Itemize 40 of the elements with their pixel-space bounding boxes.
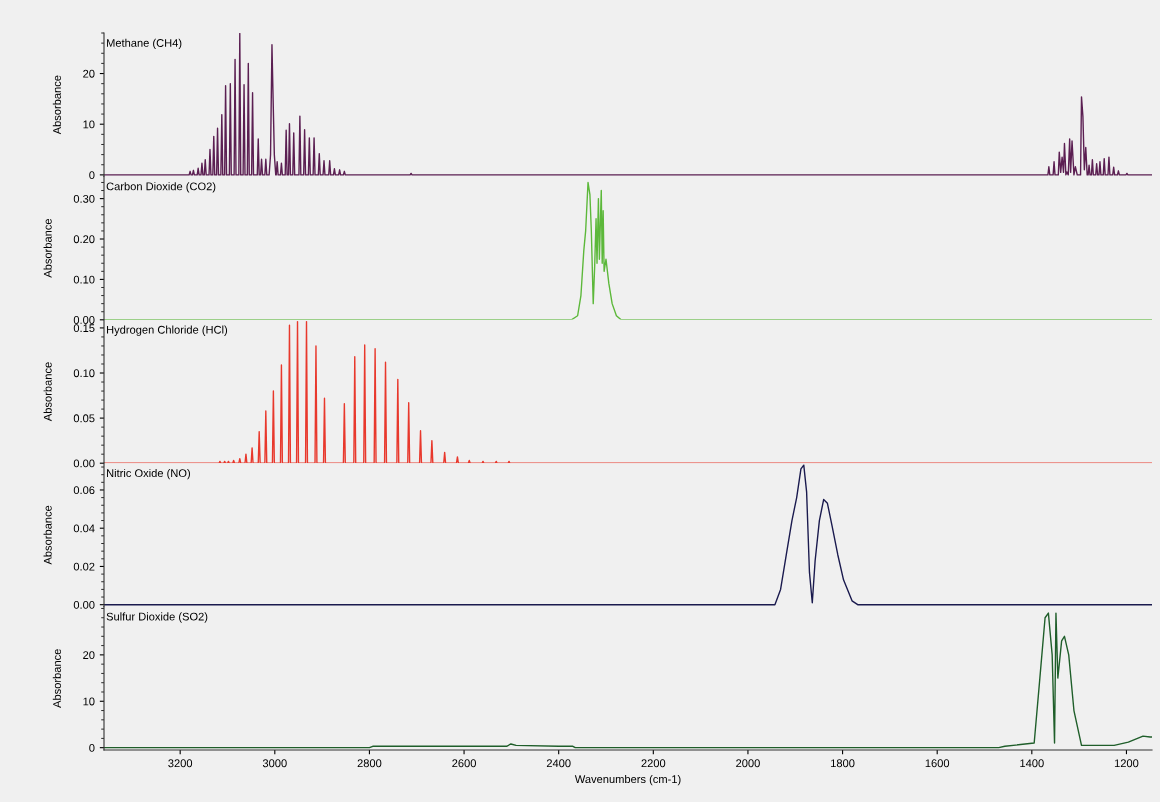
y-tick-label: 20 <box>83 651 95 659</box>
y-axis-title: Absorbance <box>43 362 52 422</box>
y-tick-label: 0.10 <box>73 275 95 284</box>
x-tick-label: 2000 <box>736 759 760 768</box>
y-axis-title: Absorbance <box>52 649 61 708</box>
y-tick-label: 0.00 <box>73 600 95 609</box>
chart-title: Carbon Dioxide (CO2) <box>106 182 216 193</box>
line-series <box>104 33 1152 176</box>
y-tick-label: 0.30 <box>73 194 95 203</box>
chart-title: Methane (CH4) <box>107 38 182 50</box>
x-tick-label: 1600 <box>925 759 950 768</box>
x-tick-label: 1800 <box>831 759 855 768</box>
y-tick-label: 0 <box>89 743 95 752</box>
y-tick-label: 0.05 <box>73 414 95 423</box>
y-tick-label: 0.15 <box>73 324 95 333</box>
y-axis-title: Absorbance <box>43 505 52 565</box>
x-tick-label: 1200 <box>1114 759 1139 768</box>
y-tick-label: 10 <box>83 120 95 129</box>
y-tick-label: 0.04 <box>73 524 95 533</box>
y-tick-label: 0.20 <box>73 235 95 244</box>
x-tick-label: 2200 <box>641 759 666 768</box>
y-tick-label: 0.10 <box>73 369 95 378</box>
y-tick-label: 0.06 <box>73 486 95 495</box>
y-tick-label: 20 <box>83 69 95 78</box>
x-tick-label: 3200 <box>168 759 193 768</box>
x-tick-label: 2400 <box>546 759 571 768</box>
x-tick-label: 2600 <box>452 759 476 768</box>
y-axis-title: Absorbance <box>43 218 52 278</box>
y-tick-label: 10 <box>83 697 95 706</box>
x-tick-label: 3000 <box>262 759 287 768</box>
y-tick-label: 0.02 <box>73 562 95 571</box>
x-tick-label: 2800 <box>357 759 382 768</box>
y-tick-label: 0.00 <box>73 459 95 468</box>
chart-title: Nitric Oxide (NO) <box>107 468 190 480</box>
x-tick-label: 1400 <box>1020 759 1044 768</box>
x-axis-title: Wavenumbers (cm-1) <box>574 774 681 786</box>
y-tick-label: 0.00 <box>73 316 95 324</box>
chart-title: Sulfur Dioxide (SO2) <box>106 612 208 623</box>
y-axis-title: Absorbance <box>52 75 61 135</box>
y-tick-label: 0 <box>89 171 95 180</box>
